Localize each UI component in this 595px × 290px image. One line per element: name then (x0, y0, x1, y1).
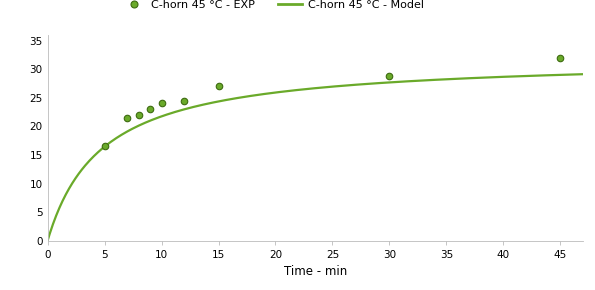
Point (100, 144, 109, 149)
X-axis label: Time - min: Time - min (284, 265, 347, 278)
Point (384, 74, 394, 78)
Point (180, 98, 189, 103)
Point (156, 101, 166, 106)
Point (134, 113, 143, 117)
Legend: C-horn 45 °C - EXP, C-horn 45 °C - Model: C-horn 45 °C - EXP, C-horn 45 °C - Model (117, 0, 428, 14)
Point (123, 115, 132, 120)
Point (556, 55, 565, 60)
Point (214, 84, 223, 89)
Point (145, 107, 155, 111)
